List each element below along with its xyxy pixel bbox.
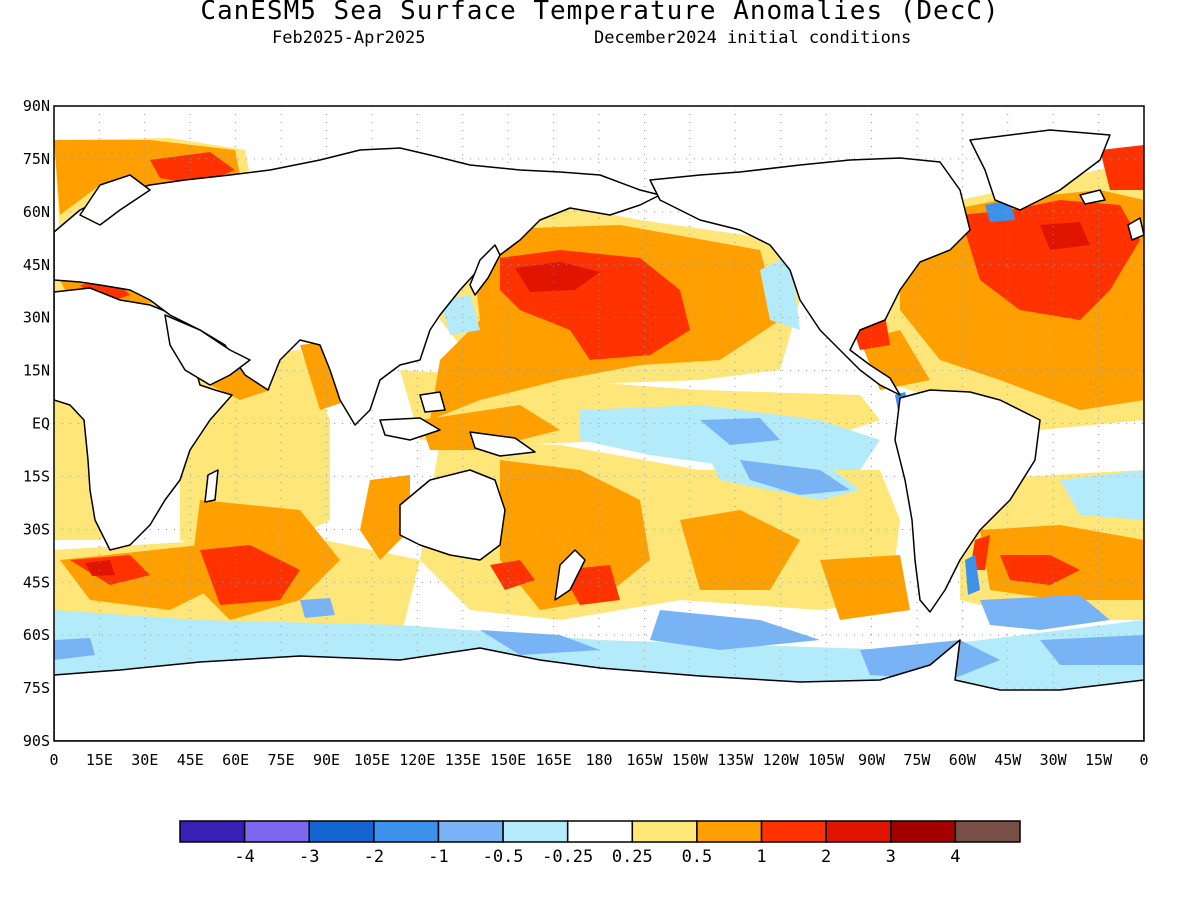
legend-label: 1 bbox=[756, 847, 766, 867]
japan bbox=[469, 244, 501, 296]
latitude-labels: 90N 75N 60N 45N 30N 15N EQ 15S 30S 45S 60S 75S 90S bbox=[23, 97, 50, 750]
lon-label: 120W bbox=[763, 751, 800, 769]
anomaly-strong-warm bbox=[70, 145, 1144, 605]
legend-swatch bbox=[373, 820, 440, 843]
legend-swatch bbox=[760, 820, 827, 843]
lon-label: 45E bbox=[177, 751, 204, 769]
lon-label: 60W bbox=[949, 751, 977, 769]
legend-label: -0.5 bbox=[483, 847, 524, 867]
lon-label: 105W bbox=[808, 751, 845, 769]
antarctica bbox=[54, 639, 1144, 741]
lon-label: 90E bbox=[313, 751, 340, 769]
lon-label: 0 bbox=[1139, 751, 1148, 769]
lat-label: 60N bbox=[23, 203, 50, 221]
legend-swatch bbox=[243, 820, 310, 843]
lon-label: 135E bbox=[445, 751, 481, 769]
new-zealand bbox=[554, 549, 586, 601]
indonesia bbox=[379, 417, 441, 441]
lon-label: 105E bbox=[354, 751, 390, 769]
legend-label: -0.25 bbox=[542, 847, 593, 867]
anomaly-very-strong-warm bbox=[85, 222, 1090, 576]
color-legend: -4 -3 -2 -1 -0.5 -0.25 0.25 0.5 1 2 3 4 bbox=[179, 820, 1021, 867]
legend-label: 0.5 bbox=[682, 847, 713, 867]
lat-label: 15N bbox=[23, 362, 50, 380]
lon-label: 90W bbox=[858, 751, 886, 769]
plot-frame bbox=[53, 105, 1145, 742]
lon-label: 60E bbox=[222, 751, 249, 769]
lat-label: 30S bbox=[23, 520, 50, 538]
lon-label: 0 bbox=[49, 751, 58, 769]
lat-label: 75S bbox=[23, 679, 50, 697]
legend-label: -1 bbox=[428, 847, 448, 867]
legend-swatch bbox=[437, 820, 504, 843]
lon-label: 75E bbox=[268, 751, 295, 769]
lon-label: 180 bbox=[585, 751, 612, 769]
legend-label: 4 bbox=[950, 847, 960, 867]
legend-swatch bbox=[631, 820, 698, 843]
north-america bbox=[649, 157, 971, 396]
new-guinea bbox=[469, 431, 536, 457]
lon-label: 150W bbox=[672, 751, 709, 769]
lon-label: 30E bbox=[131, 751, 158, 769]
coastlines bbox=[54, 129, 1144, 741]
legend-swatch bbox=[179, 820, 246, 843]
lat-label: 90S bbox=[23, 732, 50, 750]
legend-label: 0.25 bbox=[612, 847, 653, 867]
iceland bbox=[1079, 189, 1106, 205]
eurasia bbox=[54, 147, 661, 426]
south-america bbox=[894, 389, 1041, 613]
lon-label: 30W bbox=[1040, 751, 1068, 769]
legend-swatch bbox=[825, 820, 892, 843]
lat-label: 90N bbox=[23, 97, 50, 115]
legend-swatch bbox=[890, 820, 957, 843]
legend-swatch bbox=[308, 820, 375, 843]
legend-swatch bbox=[954, 820, 1021, 843]
legend-swatch bbox=[566, 820, 634, 843]
lon-label: 15W bbox=[1085, 751, 1113, 769]
scandinavia bbox=[79, 174, 151, 226]
lat-label: 45S bbox=[23, 573, 50, 591]
legend-swatch bbox=[696, 820, 763, 843]
lon-label: 165E bbox=[536, 751, 572, 769]
uk bbox=[1127, 217, 1144, 241]
borneo bbox=[419, 391, 446, 413]
lat-label: 60S bbox=[23, 626, 50, 644]
forecast-period: Feb2025-Apr2025 bbox=[272, 28, 426, 48]
legend-label: -3 bbox=[299, 847, 319, 867]
legend-label: 2 bbox=[821, 847, 831, 867]
lat-label: 15S bbox=[23, 467, 50, 485]
madagascar bbox=[204, 469, 219, 503]
lat-label: 45N bbox=[23, 256, 50, 274]
lon-label: 165W bbox=[626, 751, 663, 769]
lon-label: 150E bbox=[490, 751, 526, 769]
legend-label: -2 bbox=[364, 847, 384, 867]
arabia bbox=[164, 314, 251, 386]
longitude-labels: 0 15E 30E 45E 60E 75E 90E 105E 120E 135E 150E 165E 1… bbox=[49, 751, 1148, 769]
lon-label: 135W bbox=[717, 751, 754, 769]
lat-label: EQ bbox=[32, 415, 50, 433]
initial-conditions: December2024 initial conditions bbox=[594, 28, 912, 48]
legend-swatch bbox=[502, 820, 569, 843]
lon-label: 120E bbox=[399, 751, 435, 769]
lon-label: 75W bbox=[903, 751, 931, 769]
lat-label: 75N bbox=[23, 150, 50, 168]
australia bbox=[399, 469, 506, 561]
legend-label: -4 bbox=[234, 847, 254, 867]
lat-label: 30N bbox=[23, 309, 50, 327]
greenland bbox=[969, 129, 1111, 211]
anomaly-moderate-cool bbox=[54, 418, 1144, 680]
map-title: CanESM5 Sea Surface Temperature Anomalie… bbox=[200, 0, 1000, 26]
legend-label: 3 bbox=[886, 847, 896, 867]
lon-label: 45W bbox=[994, 751, 1022, 769]
lon-label: 15E bbox=[86, 751, 113, 769]
